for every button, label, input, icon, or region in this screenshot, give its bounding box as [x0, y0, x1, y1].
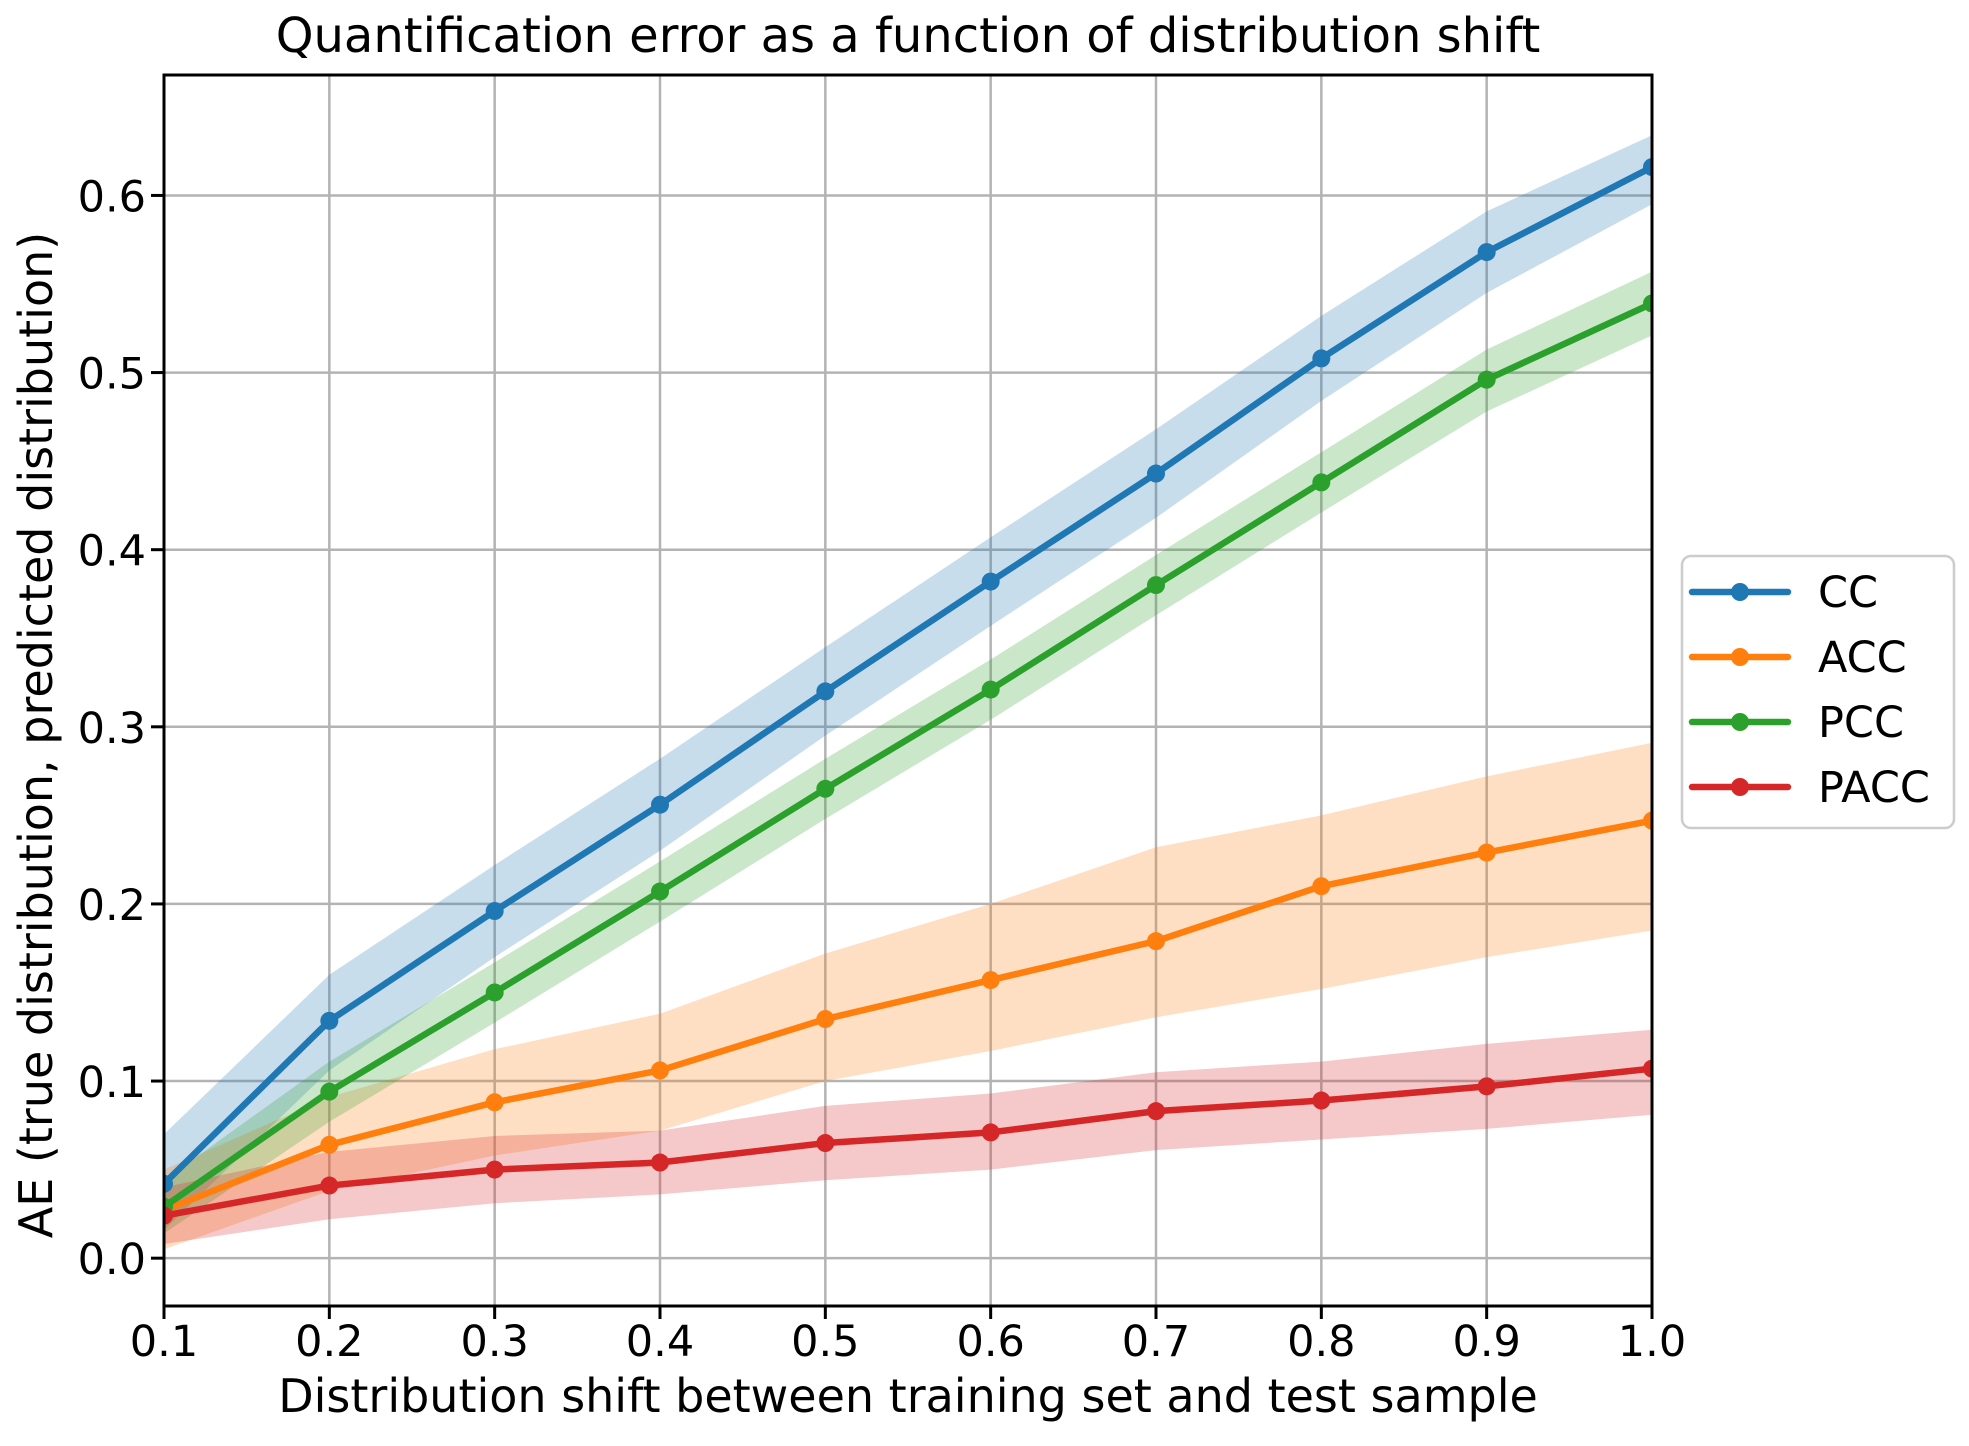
marker-CC-x0.7: [1147, 464, 1165, 483]
marker-PCC-x0.2: [320, 1082, 339, 1101]
x-tick-label-0.3: 0.3: [460, 1317, 528, 1367]
legend-box: [1680, 554, 1956, 830]
y-tick-label-0.3: 0.3: [78, 704, 146, 754]
x-tick-label-0.6: 0.6: [956, 1317, 1024, 1367]
marker-PCC-x0.5: [816, 779, 835, 798]
marker-ACC-x0.2: [320, 1135, 339, 1154]
line-CC: [164, 163, 1652, 1188]
legend-label-PCC: PCC: [1818, 698, 1904, 748]
legend-entry-PACC: PACC: [1688, 763, 1930, 813]
series-lines: [164, 158, 1652, 1225]
series-PACC: [164, 1059, 1652, 1225]
marker-ACC-x1.0: [1643, 811, 1652, 830]
x-tick-labels: 0.1 0.2 0.3 0.4 0.5 0.6 0.7 0.8 0.9 1.0: [130, 1317, 1686, 1367]
x-tick-label-0.4: 0.4: [626, 1317, 694, 1367]
series-PCC: [164, 294, 1652, 1216]
marker-ACC-x0.4: [651, 1061, 669, 1080]
legend-marker-PACC: [1731, 778, 1749, 796]
line-PCC: [164, 300, 1652, 1211]
y-tick-label-0.2: 0.2: [78, 881, 146, 931]
marker-PCC-x0.8: [1312, 473, 1331, 492]
marker-ACC-x0.5: [816, 1010, 835, 1029]
legend-entry-ACC: ACC: [1688, 633, 1907, 683]
legend-marker-CC: [1731, 583, 1749, 601]
marker-PACC-x0.2: [320, 1176, 339, 1195]
marker-PACC-x0.6: [981, 1123, 1000, 1142]
legend-entry-PCC: PCC: [1688, 698, 1904, 748]
legend-label-PACC: PACC: [1818, 763, 1930, 813]
legend-label-CC: CC: [1818, 568, 1878, 618]
marker-PCC-x1.0: [1643, 294, 1652, 313]
band-ACC: [164, 742, 1652, 1250]
marker-PCC-x0.3: [485, 983, 504, 1002]
y-axis-label: AE (true distribution, predicted distrib…: [9, 232, 63, 1238]
marker-ACC-x0.9: [1477, 843, 1496, 862]
chart-title: Quantification error as a function of di…: [276, 8, 1541, 64]
marker-CC-x0.4: [651, 795, 669, 814]
x-tick-label-0.8: 0.8: [1287, 1317, 1355, 1367]
legend: CC ACC PCC PACC: [1680, 554, 1956, 830]
marker-PACC-x0.4: [651, 1153, 669, 1172]
series-ACC: [164, 811, 1652, 1220]
marker-PCC-x0.9: [1477, 370, 1496, 389]
marker-CC-x0.8: [1312, 349, 1331, 368]
marker-PCC-x0.4: [651, 882, 669, 901]
plot-border: [162, 73, 1654, 1308]
marker-PACC-x0.8: [1312, 1091, 1331, 1110]
y-tick-label-0.6: 0.6: [78, 172, 146, 222]
y-tick-label-0.1: 0.1: [78, 1058, 146, 1108]
marker-CC-x0.2: [320, 1011, 339, 1030]
legend-marker-PCC: [1731, 713, 1749, 731]
marker-ACC-x0.7: [1147, 932, 1165, 951]
marker-PACC-x0.1: [164, 1206, 173, 1225]
x-tick-label-0.9: 0.9: [1452, 1317, 1520, 1367]
marker-PACC-x0.5: [816, 1134, 835, 1153]
x-tick-label-0.2: 0.2: [295, 1317, 363, 1367]
marker-CC-x0.6: [981, 572, 1000, 591]
marker-CC-x0.5: [816, 682, 835, 701]
y-tick-label-0.5: 0.5: [78, 350, 146, 400]
y-tick-label-0.4: 0.4: [78, 527, 146, 577]
marker-PCC-x0.6: [981, 680, 1000, 699]
legend-entry-CC: CC: [1688, 568, 1878, 618]
axis-ticks: [151, 193, 1654, 1319]
marker-ACC-x0.6: [981, 971, 1000, 990]
line-ACC: [164, 817, 1652, 1214]
marker-PACC-x0.3: [485, 1160, 504, 1179]
marker-CC-x0.9: [1477, 243, 1496, 262]
series-CC: [164, 158, 1652, 1193]
marker-PCC-x0.7: [1147, 576, 1165, 595]
legend-label-ACC: ACC: [1818, 633, 1907, 683]
legend-marker-ACC: [1731, 648, 1749, 666]
band-CC: [164, 135, 1652, 1230]
marker-CC-x0.1: [164, 1174, 173, 1193]
x-tick-label-0.1: 0.1: [130, 1317, 198, 1367]
marker-PACC-x1.0: [1643, 1059, 1652, 1078]
marker-ACC-x0.8: [1312, 877, 1331, 896]
x-tick-label-0.5: 0.5: [791, 1317, 859, 1367]
marker-PACC-x0.9: [1477, 1077, 1496, 1096]
y-tick-label-0.0: 0.0: [78, 1235, 146, 1285]
marker-PACC-x0.7: [1147, 1102, 1165, 1121]
marker-CC-x0.3: [485, 902, 504, 921]
marker-ACC-x0.3: [485, 1093, 504, 1112]
x-axis-label: Distribution shift between training set …: [278, 1369, 1538, 1423]
line-PACC: [164, 1065, 1652, 1219]
y-tick-labels: 0.0 0.1 0.2 0.3 0.4 0.5 0.6: [78, 172, 146, 1285]
x-tick-label-0.7: 0.7: [1122, 1317, 1190, 1367]
legend-entries: CC ACC PCC PACC: [1688, 568, 1930, 813]
x-tick-label-1.0: 1.0: [1618, 1317, 1686, 1367]
band-PCC: [164, 271, 1652, 1234]
marker-CC-x1.0: [1643, 158, 1652, 177]
